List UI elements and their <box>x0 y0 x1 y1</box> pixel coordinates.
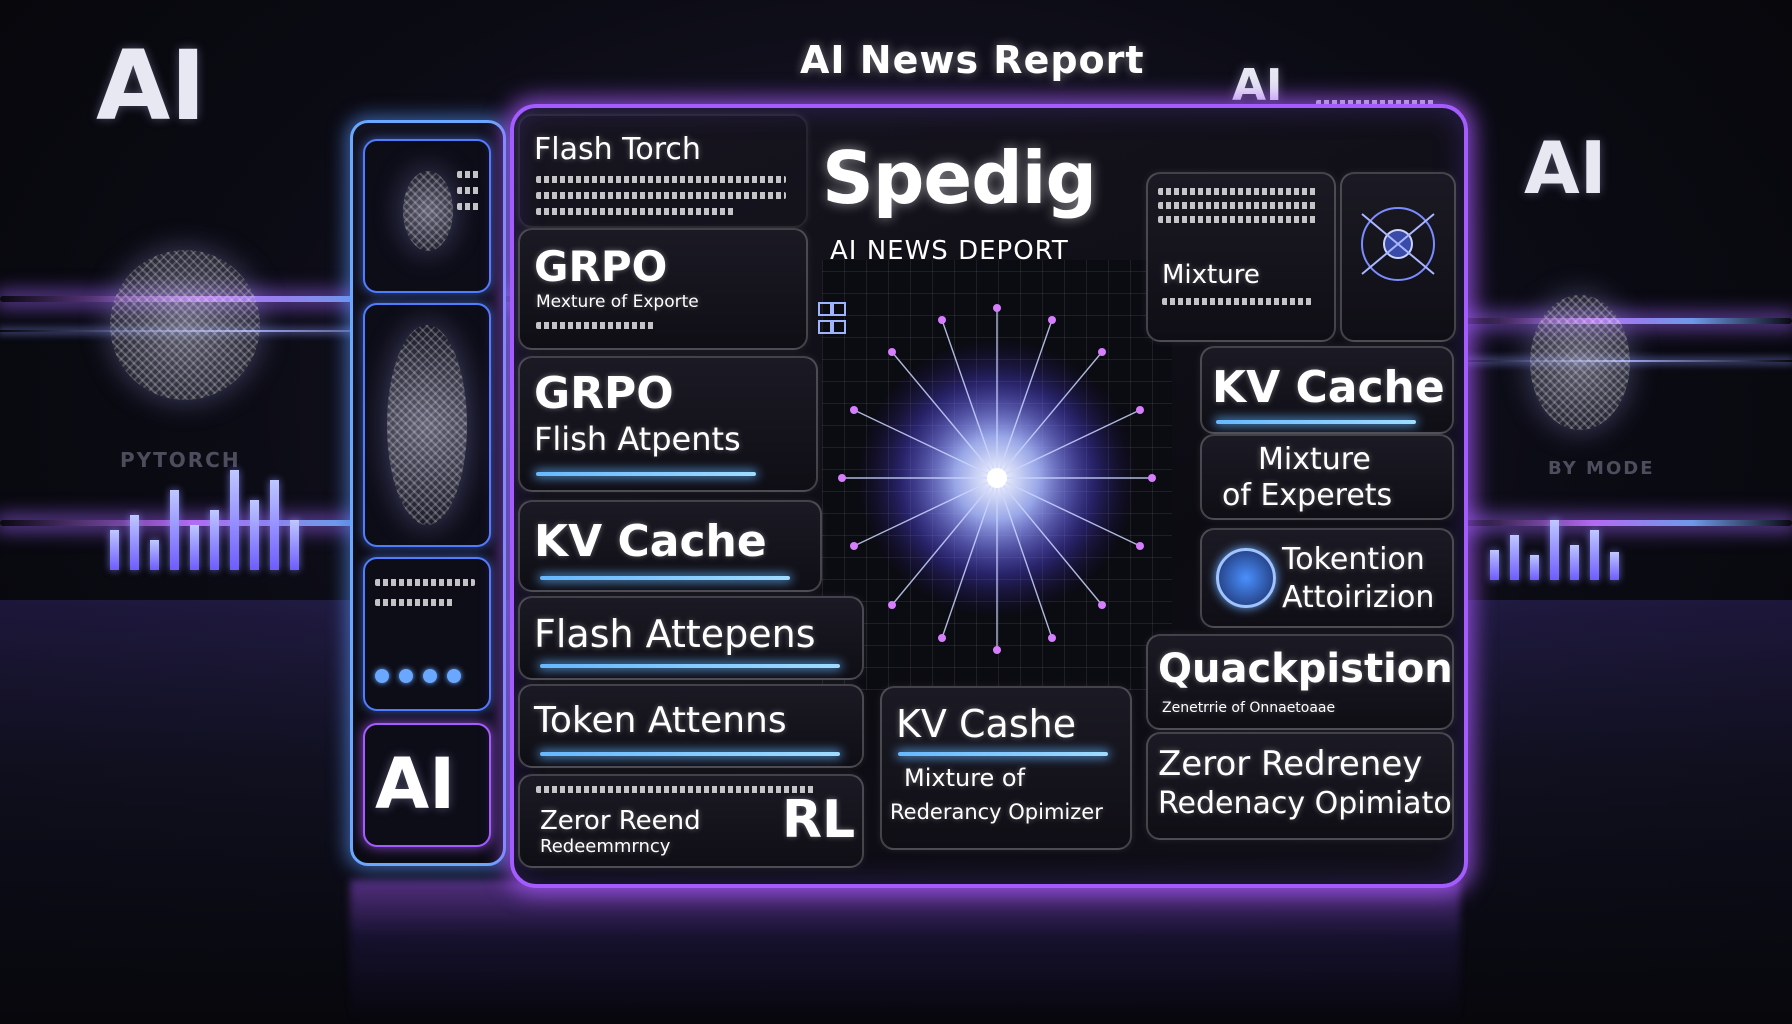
tile-kv-cashe[interactable]: KV Cashe Mixture of Rederancy Opimizer <box>880 686 1132 850</box>
tile-title: GRPO <box>534 368 674 419</box>
tile-title: Token Attenns <box>534 700 787 741</box>
tile-title: KV Cashe <box>896 702 1077 746</box>
tile-title: Zeror Redreney <box>1158 744 1423 784</box>
side-card-ai[interactable]: AI <box>363 723 491 847</box>
side-card-brain-model[interactable] <box>363 303 491 547</box>
tile-kv-cache-right[interactable]: KV Cache <box>1200 346 1454 434</box>
control-dot-icon[interactable] <box>375 669 389 683</box>
tile-subtitle: Flish Atpents <box>534 420 741 458</box>
tile-subtitle: Redenacy Opimiaton <box>1158 786 1454 821</box>
tile-subtitle: of Experets <box>1222 478 1393 513</box>
tile-underline <box>540 664 840 668</box>
tile-subtitle: Mexture of Exporte <box>536 292 699 312</box>
tile-subtitle: Rederancy Opimizer <box>890 800 1103 824</box>
grid-widget-icon[interactable] <box>818 302 846 338</box>
tile-zeror-redreney[interactable]: Zeror Redreney Redenacy Opimiaton <box>1146 732 1454 840</box>
tile-tokention[interactable]: Tokention Attoirizion <box>1200 528 1454 628</box>
tile-title: Mixture <box>1162 260 1260 290</box>
tile-title: Tokention <box>1282 542 1425 577</box>
tile-underline <box>540 576 790 580</box>
side-card-control-panel[interactable] <box>363 557 491 711</box>
tile-title: Quackpistion <box>1158 646 1453 692</box>
tile-flash-torch[interactable]: Flash Torch <box>518 114 808 228</box>
control-dot-icon[interactable] <box>399 669 413 683</box>
background-ai-logo-right: AI <box>1524 126 1607 210</box>
tile-underline <box>540 752 840 756</box>
report-title-ai-badge: AI <box>1232 60 1283 111</box>
center-grid-panel <box>822 260 1172 690</box>
tile-zeror-reend[interactable]: Zeror Reend Redeemmrncy RL <box>518 774 864 868</box>
tile-mixture-top[interactable]: Mixture <box>1146 172 1336 342</box>
tile-subtitle: Redeemmrncy <box>540 836 671 857</box>
left-light-streak <box>0 296 520 302</box>
tile-title: KV Cache <box>534 516 767 567</box>
network-node-icon <box>1361 207 1435 281</box>
tile-kv-cache-left[interactable]: KV Cache <box>518 500 822 592</box>
tile-rl-label: RL <box>782 790 856 850</box>
faded-label-left: PYTORCH <box>120 448 241 472</box>
board-subheadline: AI NEWS DEPORT <box>830 236 1069 266</box>
tile-grpo-mixture[interactable]: GRPO Mexture of Exporte <box>518 228 808 350</box>
brain-model-icon <box>387 325 467 525</box>
equalizer-bars-left <box>100 450 300 570</box>
right-light-streak <box>1460 318 1792 324</box>
tile-underline <box>898 752 1108 756</box>
board-reflection <box>350 880 1460 1024</box>
left-floor-streak <box>0 520 480 526</box>
faded-label-right: BY MODE <box>1548 458 1655 479</box>
tile-flash-attepens[interactable]: Flash Attepens <box>518 596 864 680</box>
tile-subtitle: Attoirizion <box>1282 580 1435 615</box>
tile-title: Flash Torch <box>534 132 701 167</box>
side-ai-logo: AI <box>375 743 456 825</box>
side-card-brain-scan[interactable] <box>363 139 491 293</box>
equalizer-bars-right <box>1480 500 1680 580</box>
brain-scan-icon <box>403 171 453 251</box>
brain-hologram-left <box>110 250 260 400</box>
tile-node-graphic[interactable] <box>1340 172 1456 342</box>
report-title: AI News Report <box>800 38 1145 82</box>
tile-subtitle: Mixture of <box>904 764 1026 792</box>
right-floor-streak <box>1460 520 1792 526</box>
background-ai-logo-left: AI <box>96 30 207 142</box>
neural-burst-icon <box>838 304 1156 654</box>
board-headline: Spedig <box>822 136 1097 220</box>
tile-grpo-flish[interactable]: GRPO Flish Atpents <box>518 356 818 492</box>
tile-underline <box>536 472 756 476</box>
tile-title: Mixture <box>1258 442 1371 477</box>
tile-quackpistion[interactable]: Quackpistion Zenetrrie of Onnaetoaae <box>1146 634 1454 730</box>
control-dot-icon[interactable] <box>423 669 437 683</box>
control-dot-icon[interactable] <box>447 669 461 683</box>
tile-mixture-experts[interactable]: Mixture of Experets <box>1200 434 1454 520</box>
right-light-line <box>1460 360 1792 362</box>
tile-title: Flash Attepens <box>534 612 816 656</box>
left-light-line <box>0 330 500 332</box>
tile-underline <box>1216 420 1416 424</box>
tile-title: KV Cache <box>1212 362 1445 413</box>
tile-title: GRPO <box>534 242 668 291</box>
tokention-orb-icon <box>1216 548 1276 608</box>
tile-subtitle: Zenetrrie of Onnaetoaae <box>1162 700 1336 716</box>
tile-token-attenns[interactable]: Token Attenns <box>518 684 864 768</box>
side-panel: AI <box>350 120 506 866</box>
brain-hologram-right <box>1530 295 1630 430</box>
tile-title: Zeror Reend <box>540 806 701 836</box>
